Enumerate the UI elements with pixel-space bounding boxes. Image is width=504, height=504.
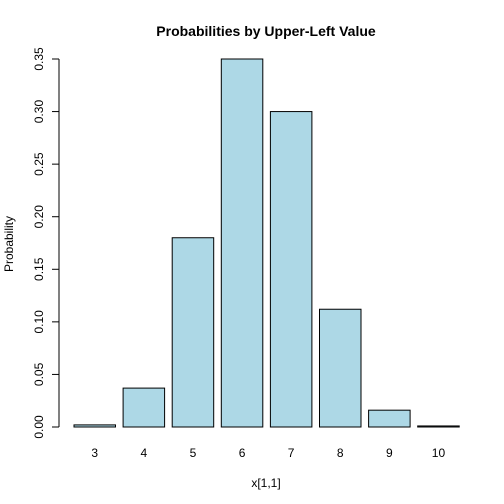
y-tick-label: 0.05 xyxy=(32,362,46,386)
bar xyxy=(368,409,411,428)
bar xyxy=(220,58,264,428)
y-tick-label: 0.10 xyxy=(32,310,46,334)
x-tick-label: 4 xyxy=(141,446,148,460)
x-tick-label: 8 xyxy=(337,446,344,460)
bar xyxy=(122,387,166,428)
y-axis: 0.00 0.05 0.10 0.15 0.20 0.25 0.30 0.35 xyxy=(32,47,60,439)
y-axis-label: Probability xyxy=(2,216,16,272)
x-tick-label: 9 xyxy=(386,446,393,460)
bar xyxy=(171,237,215,428)
y-tick-label: 0.15 xyxy=(32,257,46,281)
y-tick-label: 0.00 xyxy=(32,415,46,439)
x-tick-label: 6 xyxy=(239,446,246,460)
bar xyxy=(319,308,362,428)
bar xyxy=(269,111,313,428)
bars-group xyxy=(73,58,460,428)
x-tick-label: 10 xyxy=(432,446,446,460)
x-tick-label: 7 xyxy=(288,446,295,460)
bar xyxy=(417,425,460,428)
y-tick-label: 0.30 xyxy=(32,100,46,124)
x-tick-label: 5 xyxy=(190,446,197,460)
y-tick-label: 0.20 xyxy=(32,205,46,229)
bar xyxy=(73,424,116,428)
x-axis-label: x[1,1] xyxy=(251,476,280,490)
y-tick-label: 0.25 xyxy=(32,152,46,176)
x-tick-label: 3 xyxy=(91,446,98,460)
y-tick-label: 0.35 xyxy=(32,47,46,71)
x-tick-labels: 3 4 5 6 7 8 9 10 xyxy=(91,446,445,460)
chart-title: Probabilities by Upper-Left Value xyxy=(156,23,376,39)
